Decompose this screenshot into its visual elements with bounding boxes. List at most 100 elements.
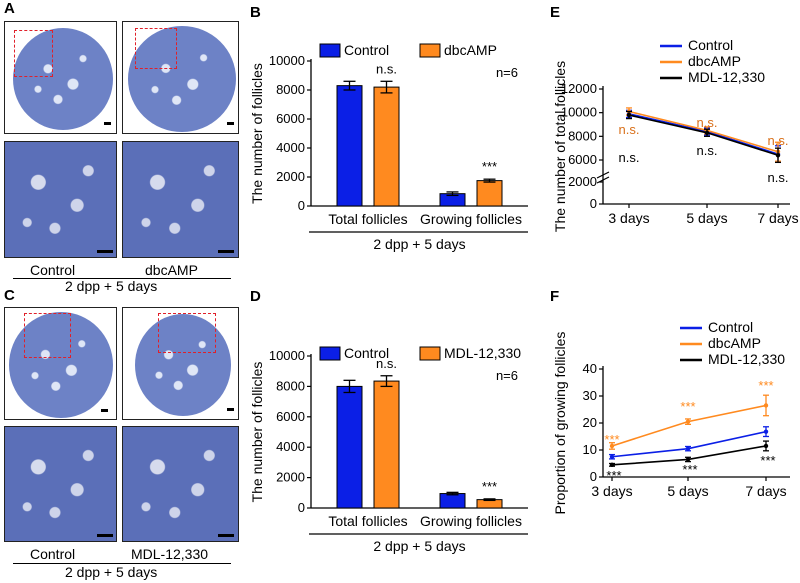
chart-b-ytick-label: 2000 bbox=[276, 169, 305, 184]
chart-f-point bbox=[685, 446, 691, 451]
chart-b-significance: n.s. bbox=[376, 61, 397, 76]
micrograph-a-control-high bbox=[4, 141, 117, 258]
chart-e-xtick-label: 7 days bbox=[757, 210, 798, 226]
chart-b-ytick-label: 0 bbox=[298, 198, 305, 213]
chart-f-ytick-label: 20 bbox=[583, 415, 597, 430]
chart-d-ytick-label: 10000 bbox=[269, 348, 305, 363]
chart-b-category-label: Total follicles bbox=[328, 211, 407, 227]
micro-a-caption: 2 dpp + 5 days bbox=[65, 278, 158, 294]
chart-b-legend-swatch bbox=[319, 43, 341, 58]
chart-b-legend-label: Control bbox=[344, 42, 389, 58]
chart-e-significance-top: n.s. bbox=[697, 115, 718, 130]
chart-e-xtick-label: 3 days bbox=[608, 210, 649, 226]
chart-e-ytick-label: 12000 bbox=[561, 81, 597, 96]
chart-f-significance-bottom: *** bbox=[682, 462, 697, 477]
chart-e-ytick-label: 0 bbox=[590, 196, 597, 211]
micrograph-c-control-low bbox=[4, 307, 117, 420]
chart-f-point bbox=[685, 457, 691, 462]
chart-e-ytick-label: 10000 bbox=[561, 105, 597, 120]
chart-d-ytick-label: 8000 bbox=[276, 378, 305, 393]
chart-e-legend-label: dbcAMP bbox=[688, 53, 741, 69]
chart-d-legend-label: Control bbox=[344, 345, 389, 361]
chart-e-significance-bottom: n.s. bbox=[768, 170, 789, 185]
micro-c-label-mdl: MDL-12,330 bbox=[131, 546, 209, 562]
chart-d-legend-swatch bbox=[319, 346, 341, 361]
chart-f-series-line bbox=[611, 430, 767, 458]
chart-d-bar bbox=[373, 380, 400, 509]
chart-f-point bbox=[763, 429, 769, 434]
chart-d-ytick-label: 6000 bbox=[276, 409, 305, 424]
chart-f-ytick-label: 10 bbox=[583, 442, 597, 457]
chart-b-bar bbox=[373, 86, 400, 207]
chart-d-legend-label: MDL-12,330 bbox=[444, 345, 521, 361]
chart-e-point bbox=[775, 153, 781, 158]
chart-b-ylabel: The number of follicles bbox=[249, 63, 265, 204]
micro-a-label-dbcamp: dbcAMP bbox=[145, 262, 198, 278]
chart-f-point bbox=[763, 443, 769, 449]
chart-d-category-label: Growing follicles bbox=[420, 513, 522, 529]
chart-d-n-label: n=6 bbox=[496, 368, 518, 383]
chart-d-significance: *** bbox=[482, 479, 497, 494]
chart-e-significance-bottom: n.s. bbox=[619, 150, 640, 165]
chart-d-ytick-label: 0 bbox=[298, 500, 305, 515]
chart-f-significance-top: *** bbox=[604, 432, 619, 447]
chart-b-bar bbox=[336, 85, 363, 207]
chart-f-point bbox=[609, 462, 615, 468]
chart-e-ytick-label: 8000 bbox=[568, 128, 597, 143]
chart-f-significance-top: *** bbox=[758, 378, 773, 393]
chart-f-point bbox=[763, 403, 769, 408]
chart-f-significance-bottom: *** bbox=[760, 453, 775, 468]
panel-letter-f: F bbox=[550, 288, 560, 305]
chart-b-legend-label: dbcAMP bbox=[444, 42, 497, 58]
panel-letter-b: B bbox=[250, 4, 261, 21]
chart-f-ytick-label: 0 bbox=[590, 469, 597, 484]
micrograph-a-control-low bbox=[4, 21, 117, 134]
chart-b-ytick-label: 8000 bbox=[276, 82, 305, 97]
chart-f-ytick-label: 40 bbox=[583, 361, 597, 376]
chart-d-xcaption: 2 dpp + 5 days bbox=[373, 538, 465, 554]
chart-f-legend-label: Control bbox=[708, 319, 753, 335]
chart-b-xcaption: 2 dpp + 5 days bbox=[373, 236, 465, 252]
chart-d-bar bbox=[336, 385, 363, 509]
chart-e-ytick-label: 6000 bbox=[568, 152, 597, 167]
chart-d-ytick-label: 4000 bbox=[276, 439, 305, 454]
chart-f-point bbox=[685, 419, 691, 424]
chart-e-ytick-label: 2000 bbox=[568, 174, 597, 189]
panel-letter-a: A bbox=[4, 0, 15, 17]
chart-f-significance-top: *** bbox=[680, 399, 695, 414]
panel-letter-e: E bbox=[550, 4, 561, 21]
micro-c-underline bbox=[13, 563, 231, 564]
panel-letter-c: C bbox=[4, 287, 15, 304]
chart-f-significance-bottom: *** bbox=[606, 468, 621, 483]
chart-b-ytick-label: 4000 bbox=[276, 140, 305, 155]
chart-e-axis-break bbox=[596, 171, 610, 184]
chart-e-significance-bottom: n.s. bbox=[697, 143, 718, 158]
chart-f-ylabel: Proportion of growing follicles bbox=[552, 332, 568, 515]
chart-e-ylabel: The number of total follicles bbox=[552, 61, 568, 232]
chart-b-significance: *** bbox=[482, 159, 497, 174]
chart-d-significance: n.s. bbox=[376, 356, 397, 371]
chart-e-point bbox=[704, 130, 710, 135]
micrograph-a-dbcamp-low bbox=[122, 21, 239, 134]
chart-b-ytick-label: 6000 bbox=[276, 111, 305, 126]
micrograph-c-mdl-low bbox=[122, 307, 239, 420]
micrograph-c-control-high bbox=[4, 426, 117, 542]
chart-f-xtick-label: 5 days bbox=[667, 483, 708, 499]
chart-f-point bbox=[609, 443, 615, 449]
chart-d-legend-swatch bbox=[419, 346, 441, 361]
chart-b-ytick-label: 10000 bbox=[269, 53, 305, 68]
micrograph-a-dbcamp-high bbox=[122, 141, 239, 258]
chart-e-legend-label: MDL-12,330 bbox=[688, 69, 765, 85]
micrograph-c-mdl-high bbox=[122, 426, 239, 542]
chart-e-significance-top: n.s. bbox=[619, 122, 640, 137]
chart-f-legend-label: MDL-12,330 bbox=[708, 351, 785, 367]
chart-f-legend-label: dbcAMP bbox=[708, 335, 761, 351]
chart-d-ytick-label: 2000 bbox=[276, 470, 305, 485]
micro-a-label-control: Control bbox=[30, 262, 76, 278]
chart-b-category-label: Growing follicles bbox=[420, 211, 522, 227]
chart-d-bar bbox=[439, 493, 466, 509]
micro-c-label-control: Control bbox=[30, 546, 76, 562]
chart-e-point bbox=[626, 112, 632, 118]
chart-b-legend-swatch bbox=[419, 43, 441, 58]
